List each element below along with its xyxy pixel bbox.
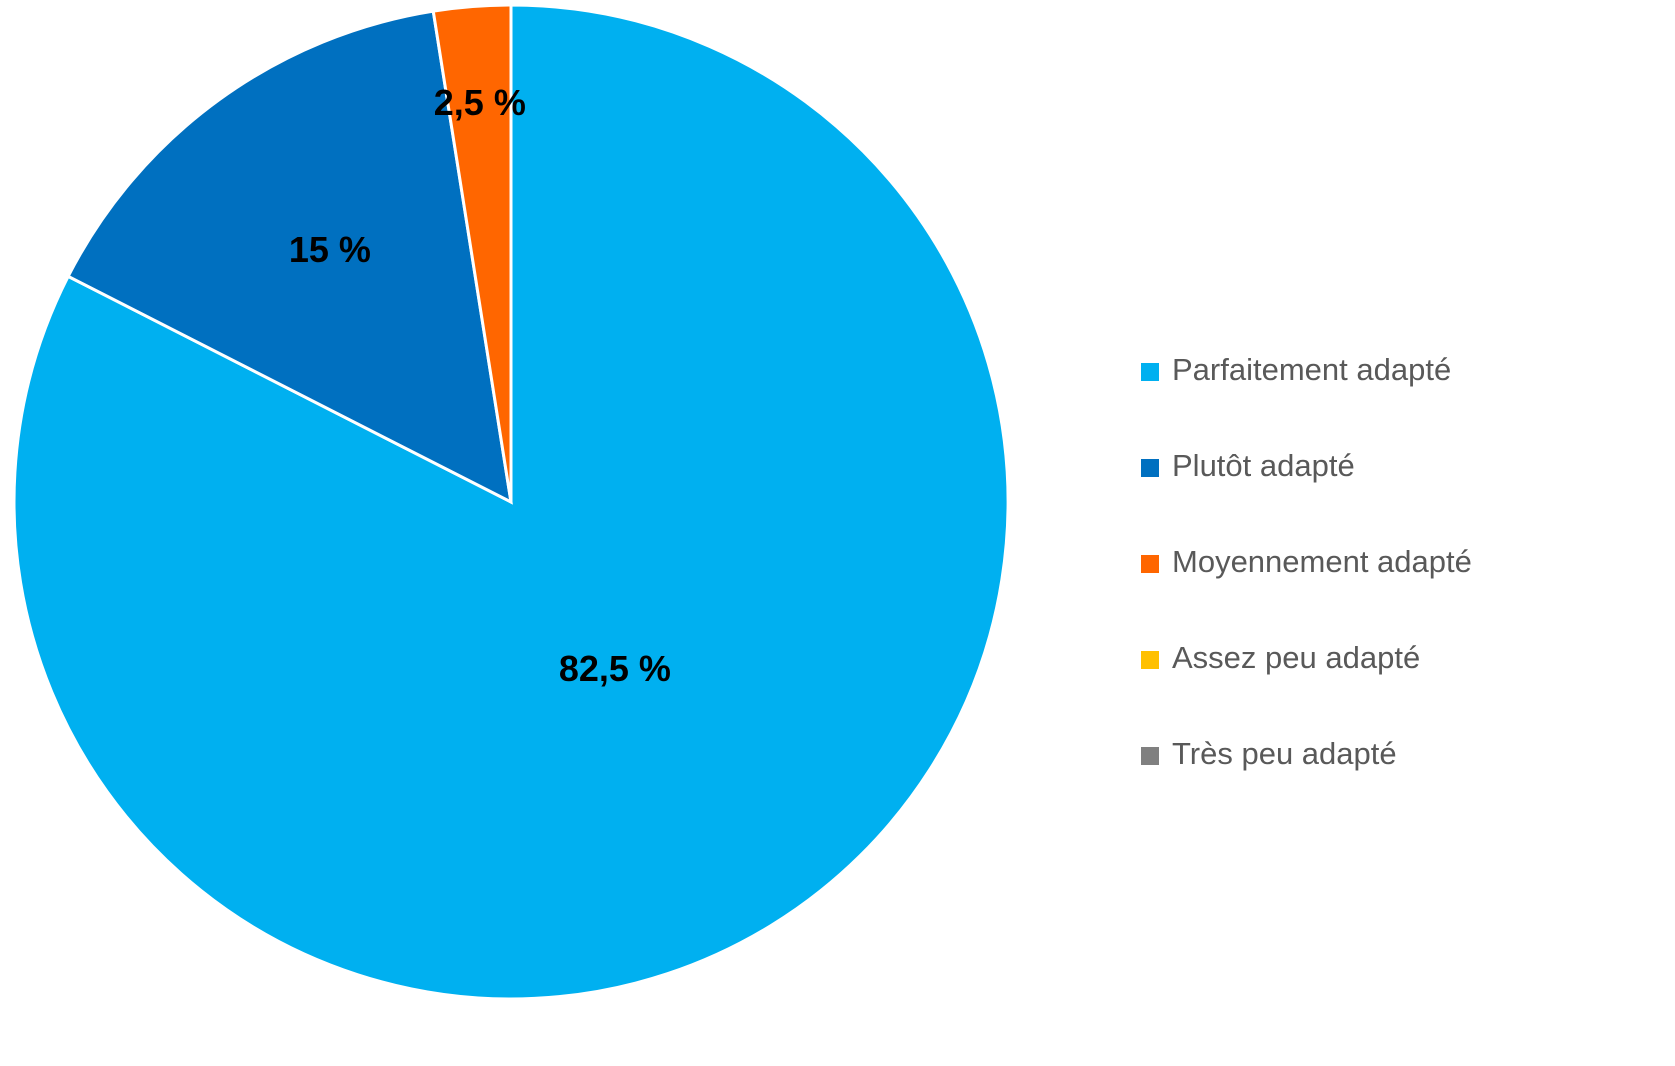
legend-swatch <box>1141 651 1159 669</box>
legend-label: Plutôt adapté <box>1172 448 1355 483</box>
legend-swatch <box>1141 555 1159 573</box>
legend-label: Très peu adapté <box>1172 736 1397 771</box>
data-label: 82,5 % <box>559 648 671 689</box>
legend-label: Assez peu adapté <box>1172 640 1420 675</box>
legend-swatch <box>1141 747 1159 765</box>
legend-label: Parfaitement adapté <box>1172 352 1451 387</box>
pie-slice <box>66 9 513 505</box>
pie-slice <box>431 3 513 503</box>
data-label: 2,5 % <box>434 82 526 123</box>
data-label: 15 % <box>289 229 371 270</box>
legend-swatch <box>1141 363 1159 381</box>
legend-swatch <box>1141 459 1159 477</box>
legend-label: Moyennement adapté <box>1172 544 1472 579</box>
